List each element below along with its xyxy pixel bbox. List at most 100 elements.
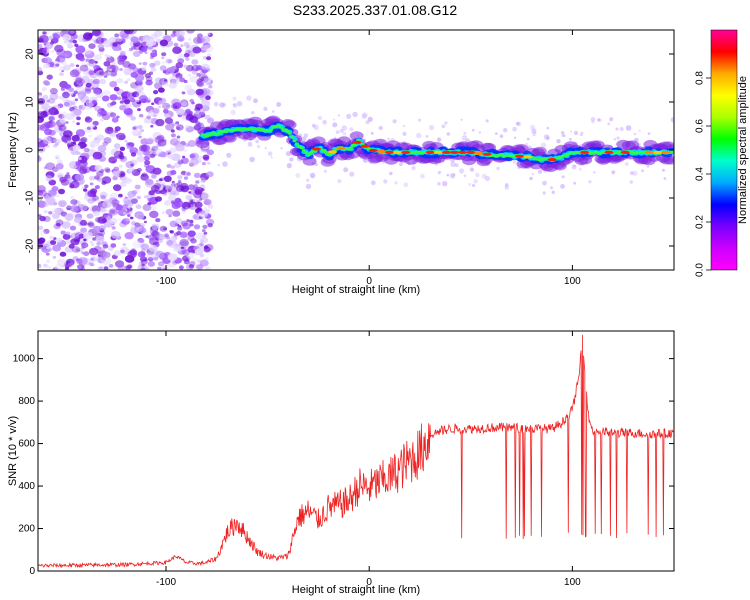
- noise-blob: [38, 118, 42, 124]
- noise-blob: [70, 205, 79, 213]
- y-tick-label: 0: [29, 566, 35, 577]
- ridge-mark: [323, 150, 328, 154]
- noise-blob: [175, 121, 180, 125]
- noise-blob: [205, 95, 211, 100]
- noise-blob: [143, 195, 148, 199]
- noise-blob: [146, 137, 155, 145]
- noise-blob: [48, 120, 53, 124]
- noise-blob: [90, 257, 95, 261]
- noise-blob: [171, 103, 178, 109]
- noise-blob: [49, 189, 57, 196]
- noise-blob: [110, 71, 118, 77]
- noise-blob: [59, 176, 67, 183]
- noise-dot: [641, 169, 645, 173]
- noise-blob: [153, 90, 159, 95]
- noise-blob: [88, 247, 99, 256]
- noise-dot: [436, 137, 442, 142]
- colorbar-tick-label: 0.8: [695, 71, 706, 85]
- noise-blob: [175, 62, 184, 69]
- noise-dot: [546, 136, 550, 140]
- noise-blob: [148, 244, 158, 252]
- ridge-peak: [385, 150, 394, 154]
- noise-blob: [127, 250, 137, 259]
- noise-blob: [80, 136, 88, 143]
- noise-blob: [206, 218, 215, 226]
- noise-blob: [83, 251, 90, 257]
- noise-blob: [38, 237, 46, 244]
- noise-blob: [73, 90, 79, 95]
- noise-blob: [192, 198, 197, 202]
- noise-dot: [213, 101, 219, 107]
- noise-blob: [206, 53, 212, 57]
- noise-blob: [124, 80, 129, 84]
- noise-blob: [128, 96, 133, 100]
- noise-dot: [613, 138, 616, 141]
- noise-blob: [62, 96, 69, 103]
- noise-blob: [181, 249, 190, 256]
- noise-blob: [44, 175, 53, 182]
- noise-blob: [74, 98, 79, 102]
- noise-dot: [418, 118, 421, 122]
- noise-blob: [167, 185, 178, 194]
- noise-blob: [38, 66, 43, 73]
- noise-blob: [194, 189, 202, 195]
- noise-blob: [113, 250, 122, 257]
- noise-blob: [199, 198, 203, 201]
- noise-blob: [190, 238, 197, 244]
- noise-dot: [289, 157, 294, 162]
- noise-dot: [625, 125, 632, 131]
- noise-blob: [135, 223, 142, 229]
- noise-blob: [150, 148, 157, 154]
- noise-blob: [97, 44, 105, 49]
- noise-blob: [153, 182, 162, 189]
- noise-blob: [185, 125, 189, 129]
- noise-dot: [402, 131, 407, 136]
- noise-dot: [542, 191, 546, 195]
- noise-blob: [55, 222, 61, 227]
- noise-blob: [77, 257, 88, 265]
- noise-blob: [176, 108, 185, 116]
- noise-blob: [142, 34, 151, 42]
- ridge-peak: [425, 150, 435, 154]
- noise-blob: [157, 139, 167, 147]
- noise-blob: [102, 141, 109, 147]
- noise-dot: [264, 147, 267, 150]
- noise-blob: [75, 129, 86, 137]
- noise-blob: [122, 243, 127, 247]
- noise-dot: [471, 128, 475, 132]
- noise-blob: [185, 57, 190, 61]
- noise-blob: [183, 64, 188, 68]
- noise-dot: [571, 164, 577, 170]
- noise-blob: [173, 243, 178, 247]
- noise-blob: [112, 203, 119, 209]
- noise-blob: [136, 195, 142, 200]
- noise-blob: [149, 153, 156, 159]
- noise-blob: [177, 35, 185, 42]
- noise-blob: [124, 30, 134, 35]
- noise-blob: [185, 114, 194, 121]
- noise-blob: [119, 181, 127, 187]
- noise-blob: [151, 174, 157, 179]
- noise-blob: [119, 155, 125, 160]
- noise-blob: [124, 99, 131, 105]
- noise-blob: [38, 98, 46, 105]
- noise-blob: [152, 167, 162, 175]
- noise-blob: [80, 95, 90, 103]
- noise-dot: [444, 121, 448, 125]
- noise-dot: [526, 137, 530, 141]
- noise-blob: [50, 41, 55, 45]
- noise-blob: [78, 106, 83, 110]
- noise-blob: [68, 243, 75, 249]
- noise-blob: [192, 46, 202, 54]
- ridge-peak: [515, 154, 525, 158]
- noise-dot: [303, 133, 309, 138]
- ridge-peak: [328, 150, 338, 154]
- noise-blob: [131, 169, 141, 176]
- noise-blob: [186, 219, 192, 224]
- noise-blob: [112, 169, 122, 177]
- noise-blob: [205, 257, 209, 261]
- noise-blob: [62, 34, 72, 41]
- noise-blob: [147, 45, 157, 54]
- noise-blob: [146, 100, 151, 103]
- ridge-mark: [302, 156, 317, 166]
